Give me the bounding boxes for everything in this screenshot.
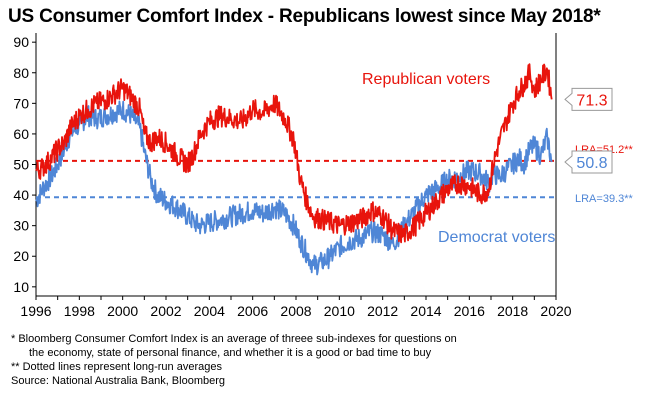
republican-voters-label: Republican voters — [362, 71, 490, 88]
chart: 10 20 30 40 50 60 70 80 90 1996 1998 2000 2002 2004 20… — [13, 33, 634, 319]
y-tick-label: 50 — [13, 157, 29, 173]
y-tick-label: 60 — [13, 126, 29, 142]
democrat-average-label: LRA=39.3** — [575, 193, 634, 205]
democrat-voters-label: Democrat voters — [438, 229, 555, 246]
x-tick-label: 2000 — [107, 303, 138, 319]
x-tick-label: 1996 — [20, 303, 51, 319]
x-tick-label: 2010 — [324, 303, 355, 319]
x-tick-label: 2004 — [194, 303, 225, 319]
x-tick-label: 2016 — [454, 303, 485, 319]
x-tick-label: 2002 — [150, 303, 181, 319]
x-tick-label: 2014 — [410, 303, 441, 319]
republican-end-value: 71.3 — [576, 92, 607, 109]
republican-end-callout — [564, 87, 613, 111]
y-tick-label: 30 — [13, 218, 29, 234]
footnote-1: * Bloomberg Consumer Comfort Index is an… — [11, 333, 457, 345]
y-tick-label: 90 — [13, 34, 29, 50]
y-tick-label: 80 — [13, 65, 29, 81]
footnote-2: ** Dotted lines represent long-run avera… — [11, 361, 222, 373]
x-tick-label: 2008 — [280, 303, 311, 319]
x-tick-label: 1998 — [64, 303, 95, 319]
democrat-series-line — [35, 100, 553, 276]
footnote-1-cont: the economy, state of personal finance, … — [29, 347, 432, 359]
y-tick-label: 40 — [13, 187, 29, 203]
y-tick-label: 20 — [13, 248, 29, 264]
x-tick-label: 2006 — [237, 303, 268, 319]
x-tick-label: 2020 — [540, 303, 571, 319]
source-note: Source: National Australia Bank, Bloombe… — [11, 375, 226, 387]
chart-title: US Consumer Comfort Index - Republicans … — [8, 6, 601, 27]
democrat-end-callout — [564, 150, 613, 174]
y-tick-label: 70 — [13, 95, 29, 111]
x-tick-label: 2012 — [367, 303, 398, 319]
y-tick-label: 10 — [13, 279, 29, 295]
footnotes: * Bloomberg Consumer Comfort Index is an… — [11, 332, 457, 388]
democrat-end-value: 50.8 — [576, 155, 607, 172]
republican-series-line — [35, 63, 553, 244]
x-tick-label: 2018 — [497, 303, 528, 319]
